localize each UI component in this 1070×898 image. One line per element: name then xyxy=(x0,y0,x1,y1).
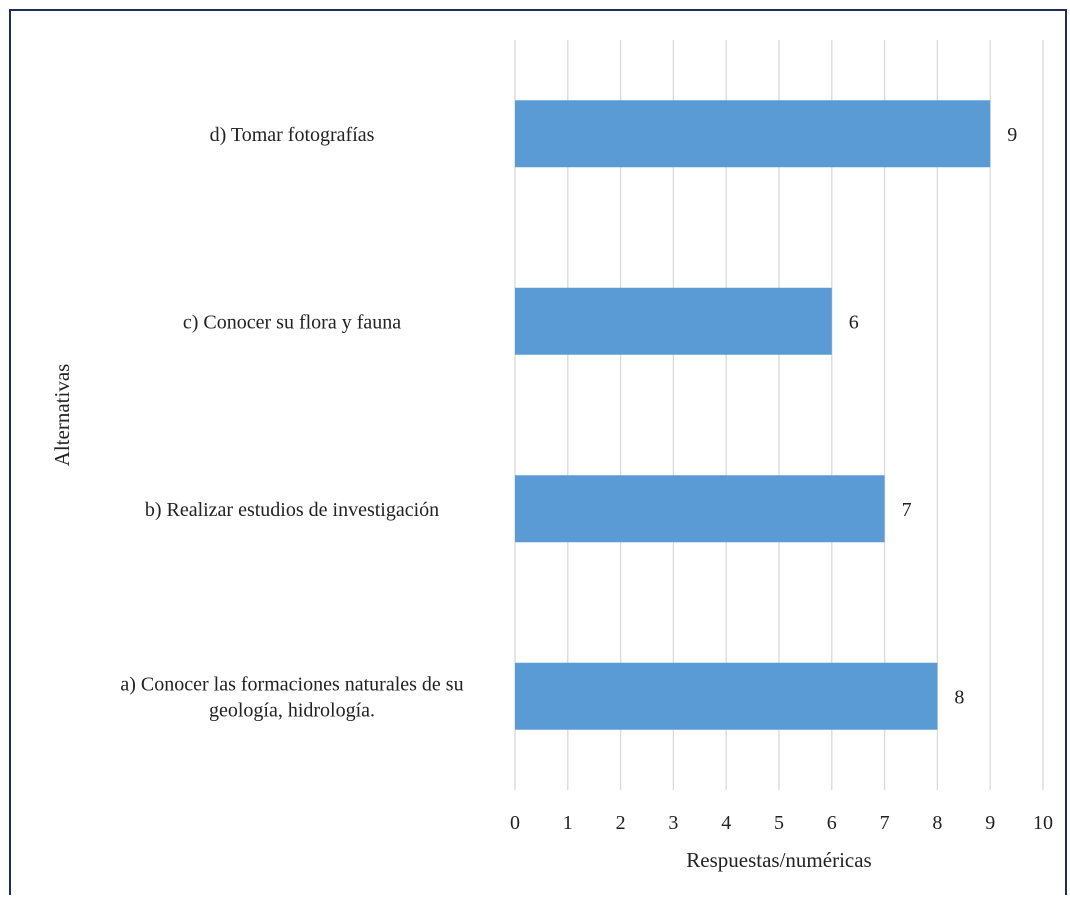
x-tick-label: 0 xyxy=(510,812,520,834)
x-tick-label: 4 xyxy=(721,812,731,834)
x-tick-label: 9 xyxy=(985,812,995,834)
x-tick-label: 1 xyxy=(563,812,573,834)
x-tick-label: 7 xyxy=(880,812,890,834)
data-label: 8 xyxy=(954,686,964,708)
x-tick-label: 10 xyxy=(1033,812,1053,834)
category-label: a) Conocer las formaciones naturales de … xyxy=(120,673,463,721)
bars xyxy=(515,100,991,730)
data-labels: 8 7 6 9 xyxy=(849,124,1017,709)
data-label: 6 xyxy=(849,311,859,333)
x-tick-labels: 0 1 2 3 4 5 6 7 8 9 10 xyxy=(510,812,1053,834)
x-tick-label: 5 xyxy=(774,812,784,834)
x-axis-title: Respuestas/numéricas xyxy=(686,848,871,872)
bar xyxy=(515,662,938,730)
x-tick-label: 6 xyxy=(827,812,837,834)
x-tick-label: 2 xyxy=(616,812,626,834)
category-labels: a) Conocer las formaciones naturales de … xyxy=(120,124,463,722)
x-tick-label: 8 xyxy=(932,812,942,834)
bar xyxy=(515,475,885,543)
y-axis-title: Alternativas xyxy=(50,364,74,467)
bar xyxy=(515,100,991,168)
bar xyxy=(515,287,832,355)
category-label: c) Conocer su flora y fauna xyxy=(183,311,401,333)
data-label: 9 xyxy=(1007,124,1017,146)
x-tick-label: 3 xyxy=(668,812,678,834)
data-label: 7 xyxy=(902,499,912,521)
category-label: d) Tomar fotografías xyxy=(210,124,375,146)
category-label: b) Realizar estudios de investigación xyxy=(145,499,439,521)
